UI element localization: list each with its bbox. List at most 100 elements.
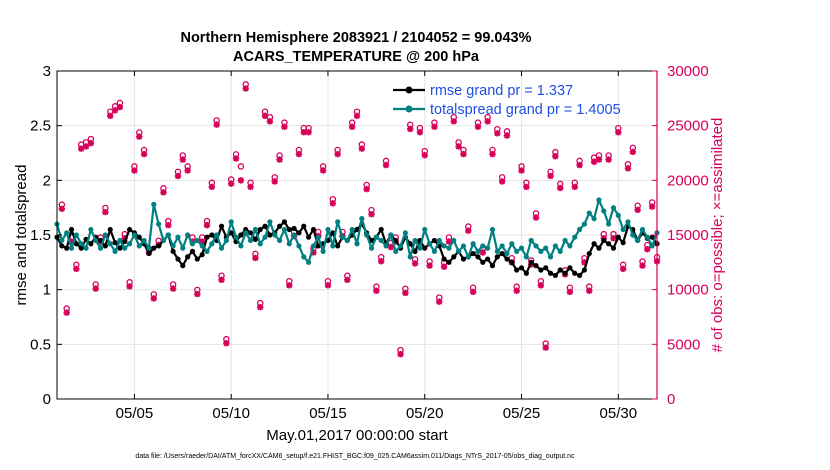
obs-assimilated-point — [232, 155, 240, 162]
totalspread-point — [523, 254, 529, 260]
obs-assimilated-point — [300, 129, 307, 136]
rmse-point — [354, 226, 360, 233]
obs-assimilated-point — [503, 132, 511, 139]
rmse-point — [204, 234, 210, 240]
obs-assimilated-point — [169, 285, 177, 292]
rmse-point — [451, 254, 457, 260]
obs-assimilated-point — [252, 254, 259, 262]
obs-assimilated-point — [63, 309, 70, 316]
obs-assimilated-point — [639, 262, 646, 269]
rmse-point — [151, 245, 157, 251]
totalspread-point — [383, 243, 389, 249]
obs-assimilated-point — [431, 123, 438, 130]
rmse-point — [601, 237, 607, 244]
totalspread-point — [393, 248, 399, 254]
totalspread-point — [272, 232, 278, 238]
totalspread-point — [146, 245, 152, 251]
totalspread-point — [112, 248, 118, 254]
obs-assimilated-point — [571, 183, 578, 191]
totalspread-point — [470, 241, 476, 247]
x-tick-label: 05/15 — [309, 405, 347, 422]
obs-assimilated-point — [179, 156, 187, 163]
totalspread-point — [218, 245, 225, 251]
y-left-tick-label: 3 — [43, 63, 51, 80]
obs-assimilated-point — [537, 282, 545, 289]
totalspread-point — [170, 243, 176, 249]
rmse-point — [199, 252, 205, 258]
totalspread-point — [180, 245, 186, 251]
rmse-point — [194, 256, 200, 262]
totalspread-point — [538, 248, 544, 254]
totalspread-point — [247, 237, 254, 244]
obs-assimilated-point — [586, 287, 593, 294]
obs-assimilated-point — [489, 150, 496, 158]
totalspread-point — [276, 237, 283, 244]
rmse-point — [446, 259, 452, 265]
rmse-point — [552, 272, 558, 279]
totalspread-point — [306, 259, 312, 265]
totalspread-point — [175, 234, 181, 240]
y-left-tick-label: 1 — [43, 282, 51, 299]
rmse-point — [257, 226, 263, 233]
y-right-tick-label: 5000 — [667, 336, 700, 353]
totalspread-point — [243, 230, 249, 236]
rmse-point — [591, 241, 597, 247]
totalspread-point — [344, 237, 350, 244]
rmse-point — [606, 241, 612, 247]
x-tick-label: 05/25 — [503, 405, 541, 422]
totalspread-point — [209, 241, 215, 247]
totalspread-point — [189, 241, 196, 247]
rmse-point — [378, 226, 384, 233]
obs-assimilated-point — [629, 148, 637, 156]
totalspread-point — [335, 219, 341, 225]
obs-assimilated-point — [184, 167, 191, 174]
totalspread-point — [339, 234, 346, 240]
totalspread-point — [480, 243, 486, 249]
legend-totalspread-label: totalspread grand pr = 1.4005 — [430, 102, 621, 118]
obs-assimilated-point — [223, 340, 230, 347]
y-left-tick-label: 0 — [43, 391, 51, 408]
totalspread-point — [562, 237, 568, 244]
y-right-tick-label: 25000 — [667, 118, 709, 135]
rmse-point — [310, 226, 317, 233]
totalspread-point — [441, 243, 447, 249]
rmse-point — [301, 223, 307, 229]
totalspread-point — [557, 248, 563, 254]
obs-assimilated-point — [363, 185, 370, 193]
totalspread-point — [499, 243, 505, 249]
obs-assimilated-point — [295, 150, 303, 158]
y-right-tick-label: 0 — [667, 391, 675, 408]
y-right-tick-label: 10000 — [667, 282, 709, 299]
obs-assimilated-point — [92, 285, 99, 292]
totalspread-point — [475, 248, 481, 254]
totalspread-point — [156, 221, 162, 227]
obs-assimilated-point — [377, 258, 385, 265]
totalspread-point — [194, 237, 200, 244]
totalspread-point — [286, 241, 292, 247]
totalspread-point — [59, 237, 65, 244]
totalspread-point — [107, 241, 113, 247]
rmse-point — [485, 256, 491, 262]
rmse-point — [296, 230, 302, 236]
obs-assimilated-point — [140, 150, 148, 158]
rmse-point — [393, 237, 399, 244]
totalspread-point — [431, 248, 438, 254]
totalspread-point — [509, 241, 515, 247]
totalspread-point — [533, 243, 539, 249]
y-left-tick-label: 1.5 — [30, 227, 51, 244]
rmse-point — [189, 248, 196, 254]
totalspread-point — [402, 230, 408, 236]
obs-assimilated-point — [397, 350, 404, 358]
rmse-point — [185, 254, 191, 260]
rmse-point — [504, 256, 510, 262]
totalspread-point — [310, 243, 317, 249]
rmse-point — [475, 254, 481, 260]
obs-assimilated-point — [107, 112, 114, 120]
totalspread-point — [552, 243, 558, 249]
obs-assimilated-point — [334, 150, 341, 158]
rmse-point — [649, 234, 655, 240]
rmse-point — [538, 267, 544, 273]
obs-assimilated-point — [407, 125, 414, 133]
obs-assimilated-point — [203, 221, 211, 229]
rmse-point — [518, 265, 525, 271]
